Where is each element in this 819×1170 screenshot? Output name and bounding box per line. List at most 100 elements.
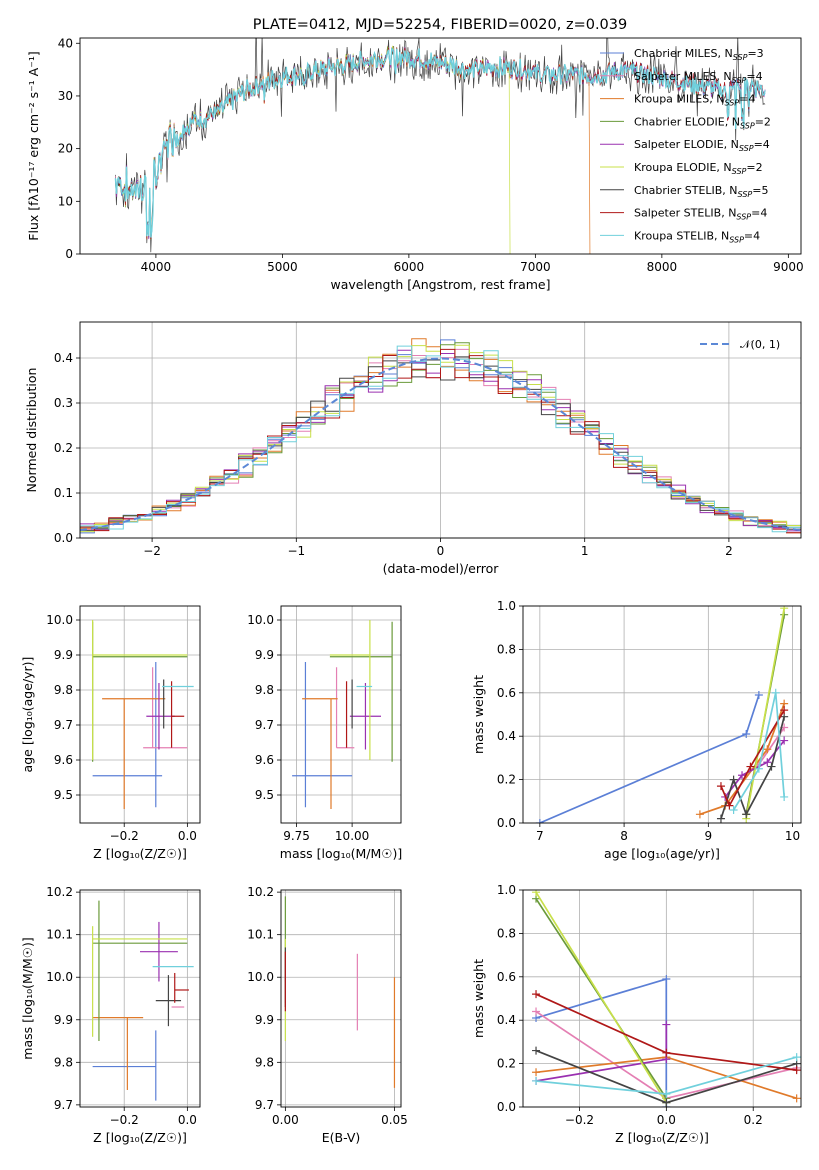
x-axis-label: mass [log₁₀(M/M☉)] (280, 846, 402, 861)
plot-area (535, 606, 789, 823)
weight-point-salpeter-elodie (763, 758, 772, 767)
axes-frame (79, 37, 802, 255)
y-tick-label: 10.2 (46, 885, 73, 899)
weight-point-salpeter-stelib (780, 706, 789, 715)
y-tick-label: 9.9 (54, 648, 73, 662)
x-tick-label: 7 (536, 829, 544, 843)
weight-line-salpeter-stelib (720, 709, 785, 808)
weight-line-kroupa-elodie (535, 891, 668, 1104)
x-axis-label: Z [log₁₀(Z/Z☉)] (615, 1130, 709, 1145)
y-tick-label: 9.7 (54, 1098, 73, 1112)
spectrum-line-kroupa-stelib (114, 47, 766, 238)
weight-point-chabrier-stelib (767, 762, 776, 771)
x-axis-label: wavelength [Angstrom, rest frame] (330, 277, 550, 292)
y-tick-label: 9.9 (255, 648, 274, 662)
weight-point-chabrier-miles (535, 819, 544, 823)
y-tick-label: 20 (58, 142, 73, 156)
x-tick-label: 2 (725, 544, 733, 558)
errorbar-chabrier-miles (92, 662, 163, 808)
y-tick-label: 30 (58, 89, 73, 103)
y-tick-label: 10.0 (46, 970, 73, 984)
y-tick-label: 0.6 (497, 686, 516, 700)
residual-histogram-panel: −2 −1 0 1 2 0.0 0.1 0.2 0.3 0.4 (data-model)/error… (24, 321, 802, 576)
y-tick-label: 9.9 (54, 1013, 73, 1027)
x-tick-label: 0.05 (381, 1113, 408, 1127)
y-axis-label: age [log₁₀(age/yr)] (20, 657, 35, 773)
errorbar-kroupa-miles (302, 698, 338, 809)
plot-area (80, 338, 801, 534)
y-tick-label: 0.0 (497, 1100, 516, 1114)
weight-vs-metallicity-panel: −0.2 0.0 0.2 0.0 0.2 0.4 0.6 0.8 1.0 Z [log₁₀(Z/Z… (471, 883, 802, 1145)
mass-vs-ebv-panel: 0.00 0.05 9.7 9.8 9.9 10.0 10.1 10.2 E(B-V) (247, 885, 408, 1145)
errorbar-kroupa-elodie (92, 926, 188, 1037)
y-axis-label: mass weight (471, 675, 486, 754)
y-tick-label: 10 (58, 194, 73, 208)
weight-point-kroupa-stelib (729, 805, 738, 814)
y-tick-label: 9.6 (255, 753, 274, 767)
axes-frame (79, 605, 201, 824)
errorbar-salpeter-elodie (140, 921, 178, 982)
weight-point-salpeter-stelib (725, 801, 734, 810)
y-tick-label: 0.8 (497, 642, 516, 656)
age-vs-metallicity-panel: −0.2 0.0 9.5 9.6 9.7 9.8 9.9 10.0 Z [log₁₀(Z/Z☉)… (20, 605, 201, 861)
weight-vs-age-panel: 7 8 9 10 0.0 0.2 0.4 0.6 0.8 1.0 age [log₁₀(age/yr… (471, 599, 802, 861)
weight-line-kroupa-elodie (745, 608, 786, 819)
weight-point-chabrier-stelib (662, 1098, 671, 1107)
weight-point-salpeter-stelib (792, 1066, 801, 1075)
x-axis-label: (data-model)/error (383, 561, 500, 576)
y-tick-label: 0.8 (497, 926, 516, 940)
errorbar-salpeter-miles (143, 667, 188, 749)
errorbar-chabrier-elodie (92, 900, 188, 1042)
x-tick-label: 0.0 (178, 829, 197, 843)
axes-frame (79, 321, 802, 539)
legend-entry: Salpeter ELODIE, NSSP=4 (634, 138, 770, 153)
normal-reference-curve (80, 357, 801, 532)
y-axis-label: mass [log₁₀(M/M☉)] (20, 937, 35, 1059)
y-axis-label: Flux [fλ10⁻¹⁷ erg cm⁻² s⁻¹ A⁻¹] (26, 51, 41, 240)
weight-point-salpeter-miles (532, 1007, 541, 1016)
x-axis-label: Z [log₁₀(Z/Z☉)] (93, 1130, 187, 1145)
weight-point-chabrier-stelib (729, 775, 738, 784)
weight-line-kroupa-miles (699, 703, 785, 816)
x-tick-label: 0 (437, 544, 445, 558)
weight-point-salpeter-stelib (532, 990, 541, 999)
weight-point-kroupa-stelib (771, 688, 780, 697)
x-tick-label: 8000 (647, 260, 678, 274)
plot-area (92, 900, 194, 1101)
y-tick-label: 9.8 (54, 683, 73, 697)
y-tick-label: 0.0 (54, 531, 73, 545)
x-tick-label: 0.00 (272, 1113, 299, 1127)
x-tick-label: 9.75 (283, 829, 310, 843)
errorbar-chabrier-elodie (92, 621, 188, 762)
y-tick-label: 9.8 (255, 683, 274, 697)
x-tick-label: 10.00 (335, 829, 369, 843)
y-tick-label: 9.6 (54, 753, 73, 767)
weight-point-kroupa-stelib (792, 1053, 801, 1062)
errorbar-chabrier-stelib (155, 975, 182, 1027)
x-tick-label: 6000 (394, 260, 425, 274)
weight-point-kroupa-stelib (780, 792, 789, 801)
errorbar-salpeter-stelib (174, 972, 189, 1003)
legend-entry: Salpeter MILES, NSSP=4 (634, 70, 763, 85)
weight-point-chabrier-stelib (742, 810, 751, 819)
errorbar-salpeter-elodie (146, 683, 175, 750)
weight-point-kroupa-miles (532, 1068, 541, 1077)
plot-area (114, 38, 766, 254)
legend-entry: Chabrier MILES, NSSP=3 (634, 47, 764, 62)
errorbar-chabrier-miles (92, 1030, 157, 1101)
x-tick-label: 1 (581, 544, 589, 558)
y-tick-label: 9.9 (255, 1013, 274, 1027)
axes-frame (522, 889, 802, 1108)
x-tick-label: 0.0 (657, 1113, 676, 1127)
x-tick-label: −0.2 (110, 829, 139, 843)
errorbar-salpeter-stelib (170, 681, 185, 748)
x-tick-label: 7000 (520, 260, 551, 274)
weight-line-kroupa-stelib (732, 692, 786, 811)
y-axis-label: mass weight (471, 959, 486, 1038)
x-tick-label: 9000 (773, 260, 804, 274)
weight-point-chabrier-miles (754, 690, 763, 699)
weight-point-salpeter-stelib (662, 1048, 671, 1057)
y-tick-label: 1.0 (497, 599, 516, 613)
y-tick-label: 9.8 (255, 1055, 274, 1069)
weight-point-kroupa-stelib (532, 1076, 541, 1085)
